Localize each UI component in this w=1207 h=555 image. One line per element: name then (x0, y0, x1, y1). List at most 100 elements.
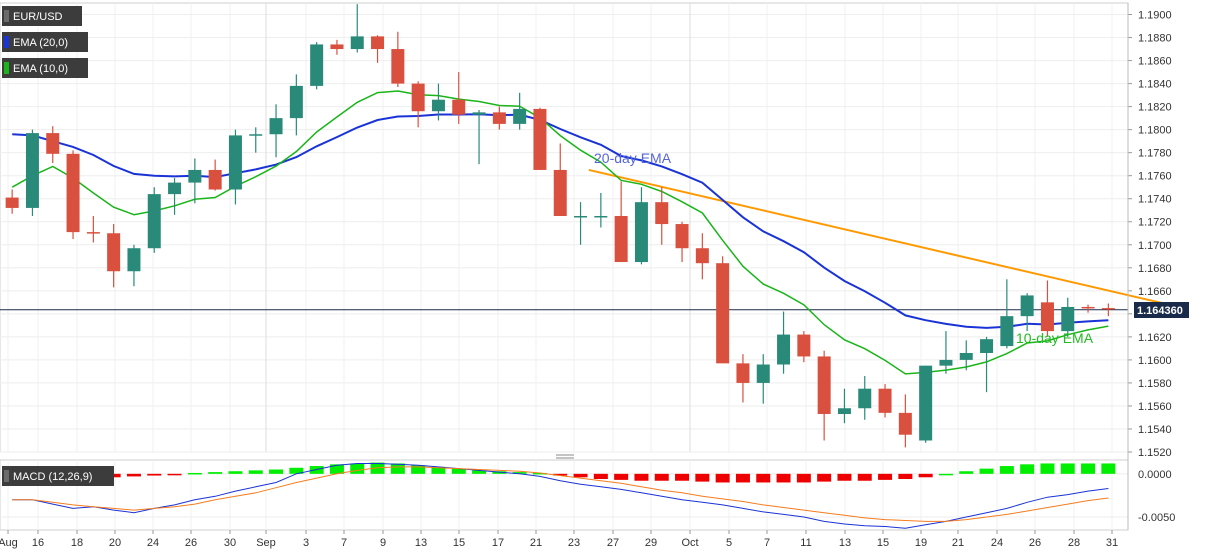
date-tick-label: 24 (147, 537, 159, 549)
bullish-candle (350, 36, 364, 50)
bearish-candle (878, 388, 892, 413)
price-tick-label: 1.1540 (1138, 424, 1172, 436)
price-tick-label: 1.1800 (1138, 125, 1172, 137)
date-tick-label: 21 (952, 537, 964, 549)
bearish-candle (371, 36, 385, 50)
date-tick-label: 26 (1029, 537, 1041, 549)
price-panel-frame (0, 2, 1129, 453)
panel-resize-handle[interactable] (556, 454, 574, 459)
bullish-candle (513, 108, 527, 124)
macd-histogram-bar (593, 473, 608, 480)
date-tick-label: 16 (32, 537, 44, 549)
bullish-candle (858, 388, 872, 409)
bullish-candle (777, 334, 791, 365)
date-tick-label: 5 (726, 537, 732, 549)
grid (0, 2, 1129, 531)
macd-badge[interactable]: MACD (12,26,9) (2, 466, 114, 486)
price-tick-label: 1.1620 (1138, 332, 1172, 344)
ema20-annotation: 20-day EMA (594, 150, 672, 166)
price-tick-label: 1.1660 (1138, 286, 1172, 298)
macd-histogram-bar (857, 473, 872, 481)
date-tick-label: 15 (877, 537, 889, 549)
date-tick-label: 24 (991, 537, 1003, 549)
macd-histogram-bar (269, 469, 284, 474)
bullish-candle (939, 359, 953, 366)
date-tick-label: 30 (224, 537, 236, 549)
trendline-segment (588, 168, 1170, 306)
bullish-candle (269, 118, 283, 135)
date-tick-label: 21 (530, 537, 542, 549)
macd-histogram-bar (1060, 463, 1075, 474)
bullish-candle (228, 135, 242, 190)
macd-panel-frame (0, 459, 1129, 531)
bearish-candle (391, 49, 405, 84)
bearish-candle (492, 112, 506, 124)
last-price-tag: 1.164360 (1134, 302, 1189, 318)
price-tick-label: 1.1520 (1138, 447, 1172, 459)
price-tick-label: 1.1780 (1138, 148, 1172, 160)
price-tick-label: 1.1600 (1138, 355, 1172, 367)
date-tick-label: 11 (800, 537, 811, 549)
date-tick-label: 29 (645, 537, 657, 549)
date-tick-label: Oct (681, 537, 698, 549)
macd-histogram-bar (878, 473, 893, 480)
bearish-candle (655, 202, 669, 225)
bearish-candle (898, 412, 912, 435)
bearish-candle (695, 248, 709, 264)
bearish-candle (86, 232, 100, 234)
bullish-candle (756, 364, 770, 383)
macd-histogram-bar (512, 472, 527, 474)
macd-histogram-bar (329, 464, 344, 474)
bearish-candle (46, 133, 60, 154)
macd-histogram-bar (654, 473, 669, 481)
bullish-candle (188, 169, 202, 183)
macd-histogram-bar (1101, 463, 1116, 474)
symbol-badge[interactable]: EUR/USD (2, 6, 82, 26)
price-tick-label: 1.1580 (1138, 378, 1172, 390)
price-tick-label: 1.1740 (1138, 194, 1172, 206)
ema20-label: EMA (20,0) (13, 37, 68, 49)
macd-histogram-bar (248, 470, 263, 474)
macd-histogram-bar (999, 466, 1014, 474)
bearish-candle (797, 334, 811, 357)
date-tick-label: Aug (0, 537, 18, 549)
bullish-candle (634, 202, 648, 263)
bullish-candle (168, 182, 182, 195)
macd-histogram-bar (959, 471, 974, 474)
bullish-candle (1061, 306, 1075, 332)
bullish-candle (919, 365, 933, 441)
bearish-candle (411, 83, 425, 112)
macd-histogram-bar (167, 473, 182, 476)
date-tick-label: 27 (607, 537, 619, 549)
macd-histogram-bar (817, 473, 832, 482)
date-tick-label: 28 (1068, 537, 1080, 549)
ema20-badge[interactable]: EMA (20,0) (2, 32, 88, 52)
macd-histogram-bar (614, 473, 629, 480)
macd-tick-label: 0.0000 (1138, 469, 1172, 481)
bullish-candle (594, 215, 608, 218)
bullish-candle (147, 194, 161, 249)
price-tick-label: 1.1840 (1138, 79, 1172, 91)
date-tick-label: 7 (341, 537, 347, 549)
macd-histogram-bar (411, 465, 426, 474)
candlesticks (5, 4, 1115, 448)
macd-histogram-bar (756, 473, 771, 483)
signal-line (12, 466, 1109, 522)
macd-histogram-bar (837, 473, 852, 481)
macd-histogram-bar (1040, 463, 1055, 474)
date-tick-label: 7 (764, 537, 770, 549)
date-tick-label: 18 (71, 537, 83, 549)
bullish-candle (1020, 295, 1034, 317)
bullish-candle (249, 134, 263, 136)
macd-histogram-bar (553, 473, 568, 476)
bullish-candle (127, 248, 141, 272)
bearish-candle (1101, 308, 1115, 310)
date-tick-label: 15 (453, 537, 465, 549)
macd-histogram-bar (228, 471, 243, 474)
macd-histogram-bar (695, 473, 710, 482)
macd-histogram-bar (715, 473, 730, 483)
macd-histogram-bar (796, 473, 811, 483)
macd-histogram-bar (735, 473, 750, 483)
ema10-badge[interactable]: EMA (10,0) (2, 58, 88, 78)
